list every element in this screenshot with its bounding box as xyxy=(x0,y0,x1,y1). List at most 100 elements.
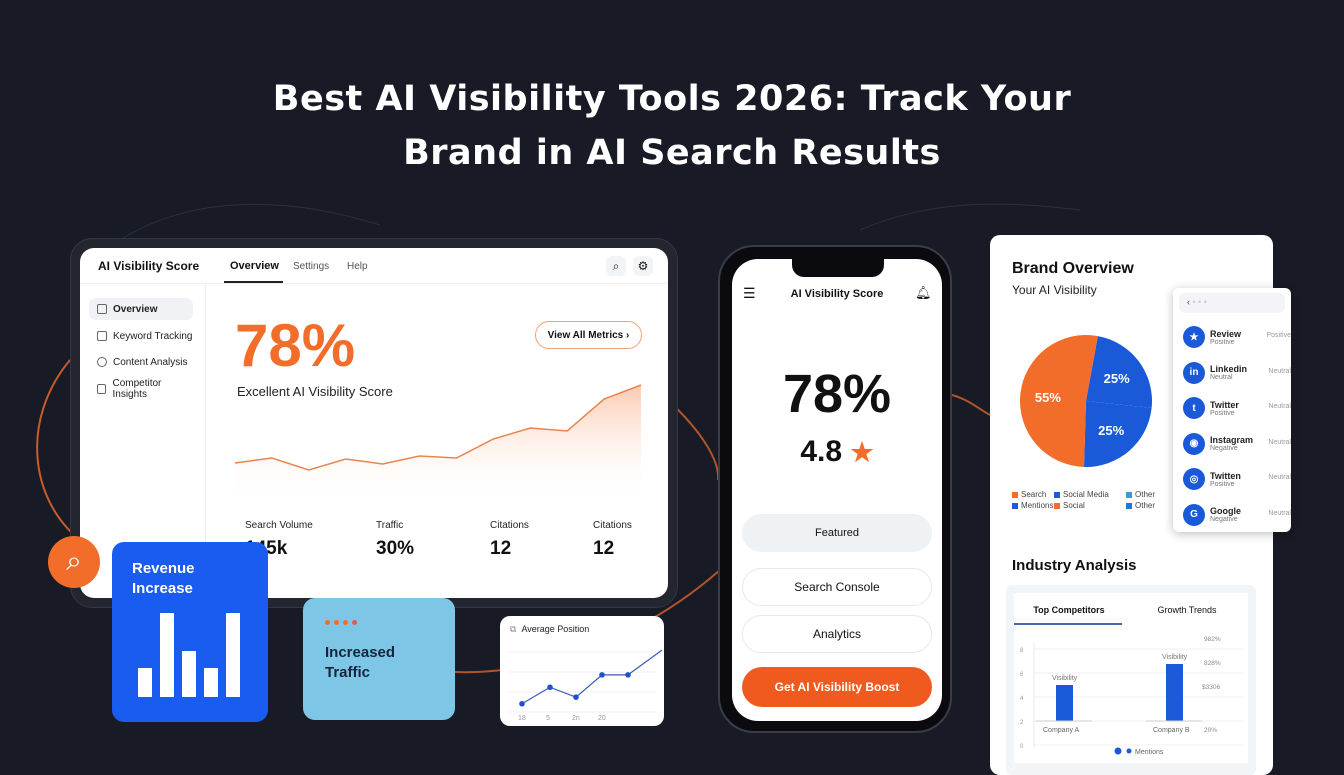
pie-slice xyxy=(1020,335,1098,467)
stat-value: 30% xyxy=(376,538,415,559)
right-axis-label: 20% xyxy=(1204,727,1217,734)
y-tick-label: 4 xyxy=(1020,696,1024,702)
increased-traffic-card: Increased Traffic xyxy=(303,598,455,720)
y-tick-label: 2 xyxy=(1020,720,1024,726)
sidebar-item-competitor-insights[interactable]: Competitor Insights xyxy=(89,378,193,400)
revenue-bar xyxy=(182,650,196,697)
keyword-icon xyxy=(97,331,107,341)
industry-panel: Top Competitors Growth Trends 8 6 4 2 0 Visib… xyxy=(1006,585,1256,775)
average-position-chart: 18 5 2n 20 xyxy=(508,649,663,722)
visibility-pie-chart: 25% 25% 55% xyxy=(1020,335,1152,467)
search-console-button[interactable]: Search Console xyxy=(742,568,932,606)
x-tick-label: 5 xyxy=(546,715,550,722)
y-tick-label: 0 xyxy=(1020,744,1024,750)
dashboard-header: AI Visibility Score Overview Settings He… xyxy=(80,248,668,284)
phone-rating: 4.8 ★ xyxy=(800,435,874,468)
page-headline: Best AI Visibility Tools 2026: Track You… xyxy=(272,79,1072,173)
tab-growth-trends[interactable]: Growth Trends xyxy=(1157,605,1217,615)
score-label: Excellent AI Visibility Score xyxy=(237,384,393,399)
pie-label: 25% xyxy=(1098,423,1124,438)
analytics-button[interactable]: Analytics xyxy=(742,615,932,653)
social-item-google[interactable]: G Google Negative Neutral xyxy=(1183,500,1291,530)
sidebar-item-overview[interactable]: Overview xyxy=(89,298,193,320)
stat-label: Traffic xyxy=(376,520,404,531)
bell-icon[interactable]: 🔔︎ xyxy=(915,285,932,300)
x-tick-label: 18 xyxy=(518,715,526,722)
star-icon: ★ xyxy=(850,437,874,467)
social-item-twitten[interactable]: ◎ Twitten Positive Neutral xyxy=(1183,464,1291,494)
brand-subtitle: Your AI Visibility xyxy=(1012,283,1097,297)
twitter-icon: t xyxy=(1183,397,1205,419)
y-tick-label: 6 xyxy=(1020,672,1024,678)
area-fill xyxy=(235,385,641,503)
competitor-bar-chart: 8 6 4 2 0 Visibility Company A Visibility Compan… xyxy=(1020,636,1244,756)
legend-marker xyxy=(1126,748,1132,754)
legend-item: Social Media xyxy=(1054,490,1126,499)
social-item-twitter[interactable]: t Twitter Positive Neutral xyxy=(1183,393,1291,423)
visibility-trend-chart xyxy=(235,384,642,503)
revenue-bar xyxy=(138,667,152,697)
instagram-icon: ◉ xyxy=(1183,432,1205,455)
x-tick-label: 2n xyxy=(572,715,580,722)
camera-icon: ◎ xyxy=(1183,468,1205,490)
right-axis-label: 828% xyxy=(1204,660,1221,667)
stat-value: 12 xyxy=(593,538,615,559)
data-point xyxy=(599,672,605,678)
right-axis-label: $3306 xyxy=(1202,684,1220,691)
tab-help[interactable]: Help xyxy=(347,261,368,272)
sidebar: Overview Keyword Tracking Content Analys… xyxy=(80,284,206,598)
stat-label: Citations xyxy=(490,520,529,531)
view-all-metrics-button[interactable]: View All Metrics › xyxy=(535,321,642,349)
linkedin-icon: in xyxy=(1183,361,1205,384)
phone-mockup: ☰ AI Visibility Score 🔔︎ 78% 4.8 ★ Featu… xyxy=(718,245,952,733)
stat-label: Search Volume xyxy=(245,520,313,531)
review-icon: ★ xyxy=(1183,326,1205,348)
sidebar-item-keyword-tracking[interactable]: Keyword Tracking xyxy=(89,325,193,347)
pie-legend: Search Social Media Other Mentions Social Oth… xyxy=(1012,490,1182,510)
featured-button[interactable]: Featured xyxy=(742,514,932,552)
phone-screen: ☰ AI Visibility Score 🔔︎ 78% 4.8 ★ Featu… xyxy=(732,259,942,721)
sidebar-item-content-analysis[interactable]: Content Analysis xyxy=(89,351,193,373)
chat-icon xyxy=(97,384,107,394)
tab-settings[interactable]: Settings xyxy=(293,261,330,272)
legend-dot xyxy=(1114,747,1122,755)
pie-label: 55% xyxy=(1035,390,1061,405)
get-ai-visibility-boost-button[interactable]: Get AI Visibility Boost xyxy=(742,667,932,707)
score-value: 78% xyxy=(235,312,356,379)
social-item-review[interactable]: ★ Review Positive Positive xyxy=(1183,322,1291,352)
data-point xyxy=(573,694,579,700)
back-icon[interactable]: ‹ • • • xyxy=(1179,293,1285,313)
bar-label: Visibility xyxy=(1052,675,1078,682)
pie-slice xyxy=(1086,336,1152,408)
social-item-linkedin[interactable]: in Linkedin Neutral Neutral xyxy=(1183,358,1291,388)
gear-icon[interactable]: ⚙ xyxy=(633,256,653,276)
revenue-increase-card: Revenue Increase xyxy=(112,542,268,722)
search-icon[interactable]: ⌕ xyxy=(606,256,626,276)
dots-icon xyxy=(325,620,357,625)
phone-score: 78% xyxy=(782,364,892,424)
tab-overview[interactable]: Overview xyxy=(230,260,279,272)
dashboard-window: AI Visibility Score Overview Settings He… xyxy=(80,248,668,598)
app-title: AI Visibility Score xyxy=(98,259,200,273)
pie-label: 25% xyxy=(1104,371,1130,386)
google-icon: G xyxy=(1183,503,1205,526)
document-icon xyxy=(97,357,107,367)
x-tick-label: Company B xyxy=(1153,727,1190,734)
x-tick-label: 20 xyxy=(598,715,606,722)
data-point xyxy=(625,672,631,678)
brand-title: Brand Overview xyxy=(1012,260,1134,277)
revenue-bar xyxy=(226,613,240,697)
legend-item: Mentions xyxy=(1012,501,1054,510)
competitor-bar xyxy=(1166,664,1183,721)
tab-top-competitors[interactable]: Top Competitors xyxy=(1033,605,1105,615)
position-line xyxy=(521,649,663,705)
competitor-bar xyxy=(1056,685,1073,721)
industry-title: Industry Analysis xyxy=(1012,557,1137,574)
data-point xyxy=(547,684,553,691)
menu-icon[interactable]: ☰ xyxy=(743,285,756,301)
chart-icon: ⧉ xyxy=(510,624,517,634)
search-icon[interactable]: ⌕ xyxy=(48,536,100,588)
social-item-instagram[interactable]: ◉ Instagram Negative Neutral xyxy=(1183,429,1291,459)
x-tick-label: Company A xyxy=(1043,727,1080,734)
average-position-card: ⧉ Average Position 18 5 2n 20 xyxy=(500,616,664,726)
